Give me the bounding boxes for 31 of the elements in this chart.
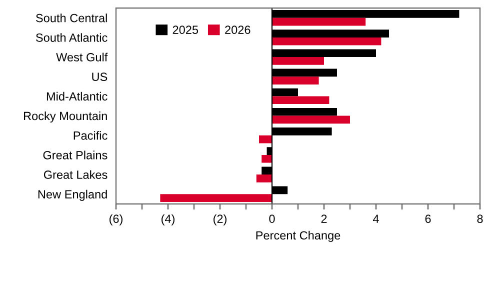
y-tick-label: South Central [36,14,107,22]
x-tick-label: (4) [162,214,174,226]
legend-label: 2026 [225,26,250,34]
bar [272,18,366,26]
y-tick-label: West Gulf [56,52,108,62]
x-tick-label: 8 [477,214,483,223]
bar [272,96,330,104]
legend-label: 2025 [172,26,198,34]
x-tick-label: (6) [110,214,122,226]
y-tick-label: South Atlantic [36,33,108,42]
x-tick-label: 6 [425,214,431,223]
bar [262,154,272,163]
bar [272,76,319,84]
y-tick-label: New England [38,190,107,201]
x-tick-label: 4 [372,214,379,223]
y-tick-label: Rocky Mountain [24,112,107,123]
x-tick-label: 2 [321,214,327,223]
y-tick-label: Great Plains [43,150,108,160]
bar [259,135,272,144]
bar [256,174,272,182]
y-tick-label: Mid-Atlantic [46,92,108,101]
bar [160,194,272,202]
x-axis-title: Percent Change [256,230,340,242]
x-tick-label: 0 [269,214,275,223]
y-tick-label: Great Lakes [44,170,108,179]
y-tick-label: Pacific [74,131,108,140]
bar [272,37,382,46]
y-tick-label: US [92,72,108,81]
bar [272,116,350,124]
x-tick-label: (2) [214,214,226,226]
bar [272,57,324,65]
